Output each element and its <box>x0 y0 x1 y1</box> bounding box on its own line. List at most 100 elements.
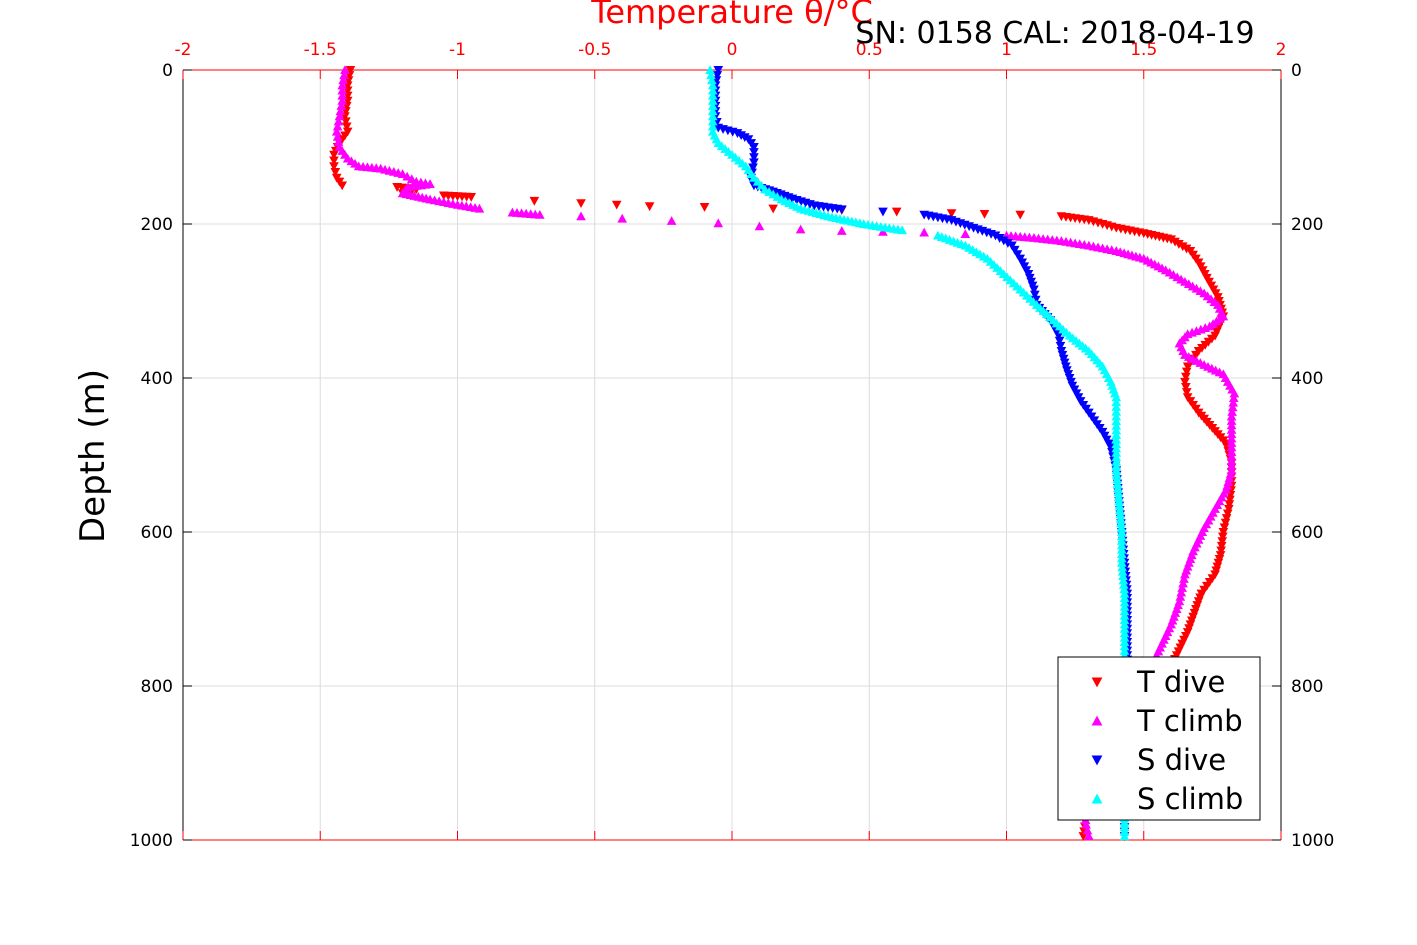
data-point <box>337 85 348 95</box>
data-point <box>837 226 847 235</box>
data-point <box>1053 331 1064 341</box>
data-point <box>707 96 718 105</box>
data-point <box>617 213 627 223</box>
data-point <box>1113 483 1123 492</box>
data-point <box>699 203 710 212</box>
x-tick-label: 0.5 <box>856 40 883 60</box>
data-point <box>331 126 342 136</box>
y-tick-label-left: 0 <box>162 61 173 81</box>
y-tick-label-left: 400 <box>141 369 173 389</box>
data-point <box>1217 537 1228 547</box>
data-point <box>345 66 356 75</box>
data-point <box>1119 602 1130 611</box>
data-point <box>1112 478 1123 488</box>
legend-label: S dive <box>1137 743 1226 777</box>
data-point <box>1181 372 1191 382</box>
data-point <box>1180 377 1190 387</box>
data-point <box>329 162 339 172</box>
data-point <box>1115 505 1125 514</box>
data-point <box>340 65 350 74</box>
data-point <box>1003 239 1013 248</box>
data-point <box>1225 495 1235 505</box>
data-point <box>1111 406 1122 416</box>
data-point <box>1226 424 1237 434</box>
data-point <box>1111 420 1122 430</box>
data-point <box>1118 580 1129 589</box>
legend-marker <box>1091 755 1103 766</box>
data-point <box>707 80 718 90</box>
data-point <box>1170 237 1180 247</box>
data-point <box>1119 606 1130 616</box>
data-point <box>1116 544 1127 554</box>
data-point <box>1177 583 1187 592</box>
data-point <box>1119 641 1130 651</box>
data-point <box>1181 367 1192 377</box>
data-point <box>891 207 902 217</box>
data-point <box>341 122 352 132</box>
data-point <box>1182 362 1193 372</box>
data-point <box>1177 242 1188 252</box>
data-point <box>878 207 888 217</box>
data-point <box>1119 637 1130 646</box>
data-point <box>529 196 540 206</box>
data-point <box>707 90 718 100</box>
legend-label: T dive <box>1136 665 1225 699</box>
data-point <box>1117 562 1127 572</box>
data-point <box>1226 411 1237 421</box>
legend-label: S climb <box>1137 782 1243 816</box>
data-point <box>1119 584 1129 594</box>
data-point <box>1115 514 1126 523</box>
data-point <box>707 121 718 131</box>
data-point <box>1222 509 1233 519</box>
x-tick-label: 1.5 <box>1130 40 1157 60</box>
data-point <box>339 70 349 80</box>
data-point <box>332 121 343 131</box>
data-point <box>749 153 759 163</box>
data-point <box>1111 416 1122 426</box>
data-point <box>1055 341 1066 351</box>
legend-label: T climb <box>1136 704 1243 738</box>
data-point <box>768 204 778 214</box>
data-point <box>707 111 718 121</box>
y-tick-label-right: 0 <box>1291 61 1302 81</box>
data-point <box>1118 571 1128 580</box>
data-point <box>1226 447 1237 456</box>
x-tick-label: -0.5 <box>578 40 611 60</box>
data-point <box>1111 430 1122 439</box>
data-point <box>333 137 344 146</box>
data-point <box>332 131 343 141</box>
legend-marker <box>1091 677 1103 688</box>
data-point <box>1115 509 1126 519</box>
data-point <box>1119 619 1130 629</box>
x-axis-label: Temperature θ/°C <box>590 0 873 31</box>
data-point <box>994 234 1005 243</box>
y-tick-label-right: 400 <box>1291 369 1323 389</box>
y-axis-label: Depth (m) <box>73 369 113 543</box>
data-point <box>338 75 348 85</box>
data-point <box>960 229 971 239</box>
data-point <box>1119 831 1130 841</box>
data-point <box>1119 646 1130 655</box>
data-point <box>1119 624 1130 633</box>
data-point <box>1119 826 1130 836</box>
data-point <box>1181 382 1191 392</box>
y-tick-label-right: 600 <box>1291 523 1323 543</box>
data-point <box>919 227 929 237</box>
data-point <box>1015 210 1026 220</box>
data-point <box>535 209 545 219</box>
data-point <box>749 143 759 152</box>
data-point <box>946 209 957 219</box>
data-point <box>1179 574 1189 583</box>
data-point <box>1175 592 1186 601</box>
data-point <box>707 116 718 126</box>
data-point <box>1111 411 1122 421</box>
data-point <box>1174 240 1184 249</box>
data-point <box>1119 628 1130 638</box>
data-point <box>666 216 677 225</box>
data-point <box>337 90 348 100</box>
data-point <box>1224 500 1235 510</box>
data-point <box>1081 819 1091 829</box>
chart-title: SN: 0158 CAL: 2018-04-19 <box>855 16 1254 51</box>
data-point <box>707 106 718 116</box>
data-point <box>990 231 1001 241</box>
